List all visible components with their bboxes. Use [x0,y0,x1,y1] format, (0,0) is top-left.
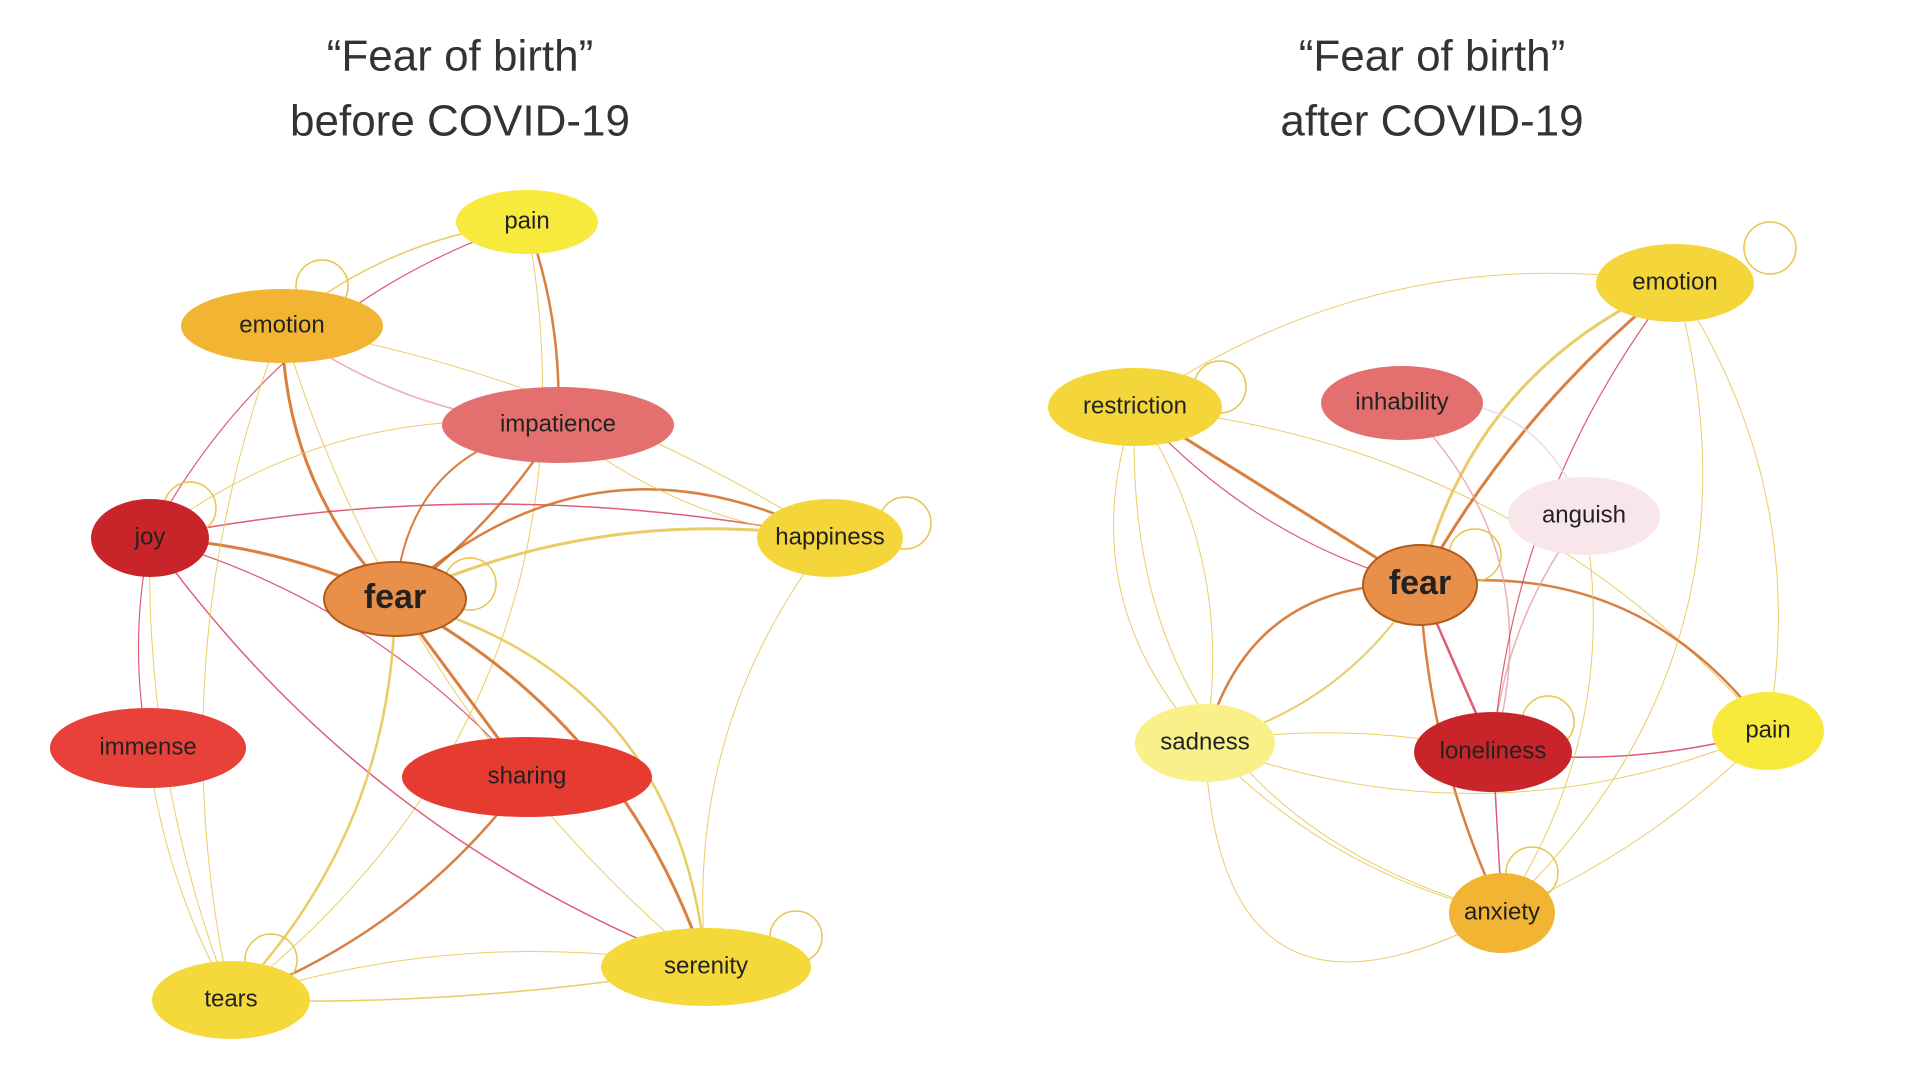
edge [1113,406,1206,744]
node-label: restriction [1083,392,1187,419]
edge [281,325,707,968]
node-label: anxiety [1464,898,1540,925]
edge [702,537,831,968]
edge [230,221,544,1001]
node-label: sadness [1160,728,1249,755]
edge [1674,282,1779,732]
node-label: loneliness [1440,737,1547,764]
node-label: happiness [775,523,884,550]
node [442,387,674,463]
node [91,499,209,577]
edge [1204,730,1769,794]
edge [394,597,708,968]
node-label: serenity [664,952,748,979]
edge [394,488,831,600]
edge [149,537,707,968]
node [1362,544,1478,626]
edge [1134,406,1214,744]
node-label: pain [504,207,549,234]
edge [149,503,831,539]
node-label: impatience [500,410,616,437]
node [1712,692,1824,770]
node-label: sharing [488,762,567,789]
node [1135,704,1275,782]
node-label: fear [364,578,426,616]
node [757,499,903,577]
node [1508,477,1660,555]
edge [1501,282,1704,914]
edge [1501,515,1594,914]
node-label: anguish [1542,501,1626,528]
node [1321,366,1483,440]
edge [1134,272,1676,408]
node [323,561,467,637]
node [1048,368,1222,446]
node-label: joy [134,523,166,550]
node [402,737,652,817]
self-loop [1743,221,1797,275]
node [601,928,811,1006]
edge [202,325,283,1001]
title: “Fear of birth” [327,32,594,81]
node-label: pain [1745,716,1790,743]
title: “Fear of birth” [1299,32,1566,81]
node [456,190,598,254]
node [1414,712,1572,792]
nodes: pain emotion impatience joy happiness fear imm… [50,190,1824,1039]
node-label: emotion [239,311,324,338]
edge [1418,281,1676,586]
edge [1204,742,1503,963]
node [1596,244,1754,322]
title: after COVID-19 [1280,97,1583,146]
node-label: tears [204,985,257,1012]
node-label: inhability [1355,388,1448,415]
title: before COVID-19 [290,97,630,146]
edge [280,325,397,601]
node [152,961,310,1039]
node-label: emotion [1632,268,1717,295]
node [1449,873,1555,953]
edge [230,598,397,1001]
node [50,708,246,788]
node-label: immense [99,733,196,760]
node [181,289,383,363]
node-label: fear [1389,564,1451,602]
edge [149,221,528,539]
